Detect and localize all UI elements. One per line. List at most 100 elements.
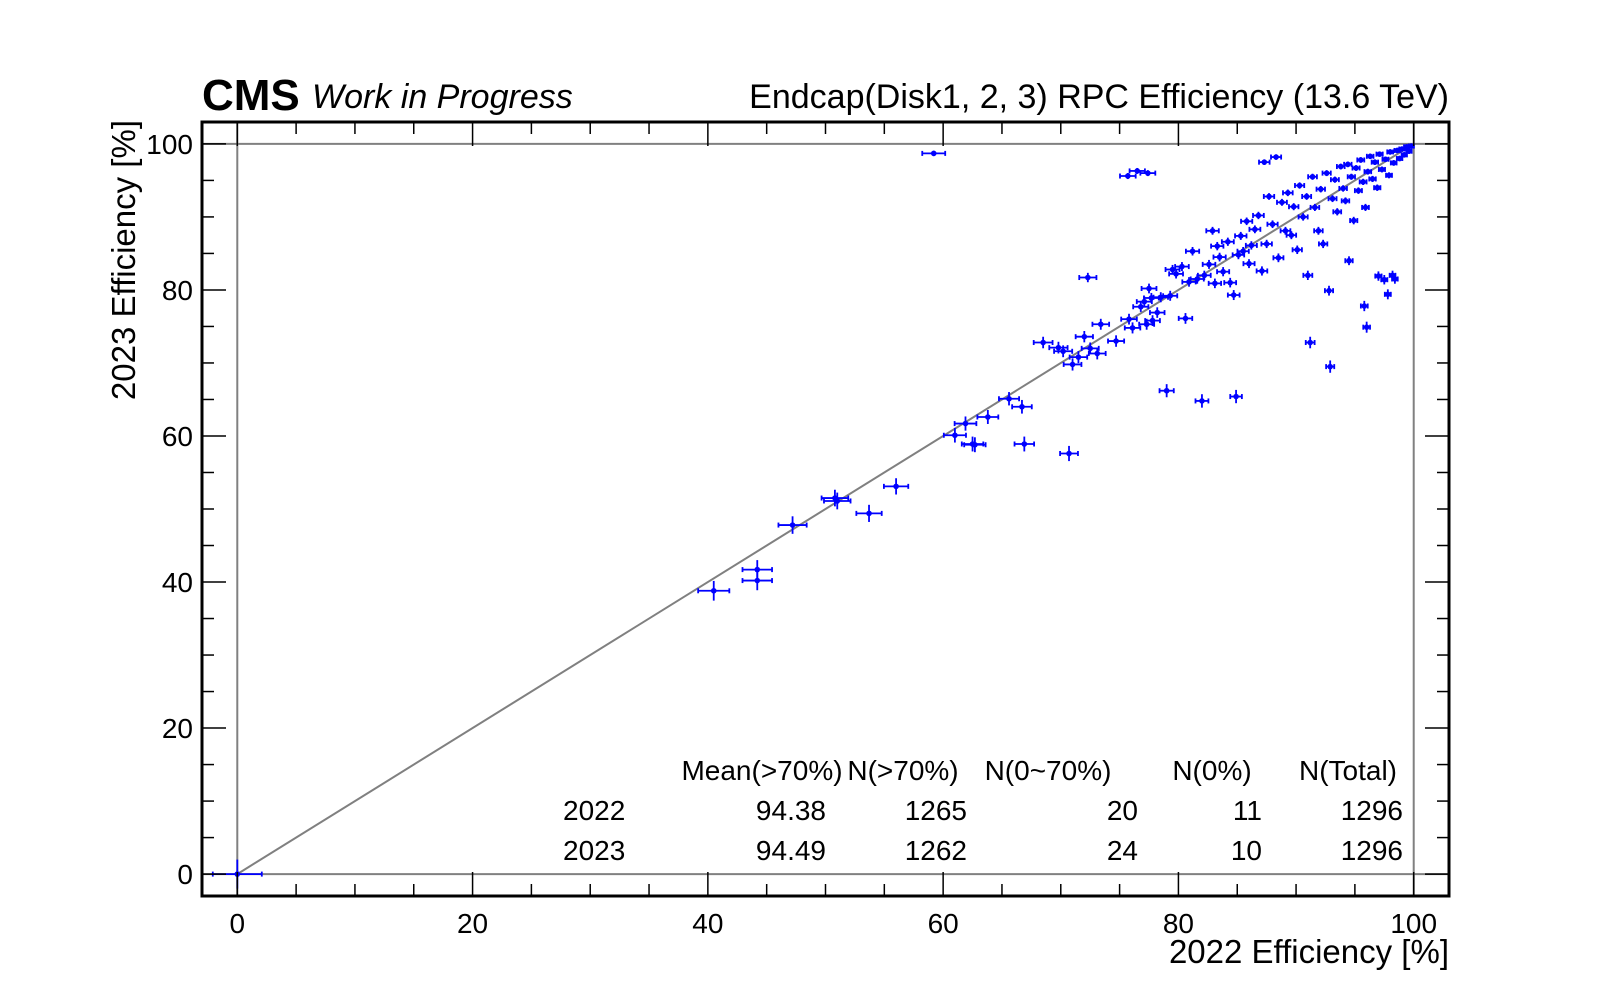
stats-cell: 94.49 [756, 835, 826, 866]
stats-header: N(>70%) [847, 755, 958, 786]
data-point [1383, 289, 1392, 300]
data-point [1297, 213, 1309, 221]
stats-header: N(Total) [1299, 755, 1397, 786]
data-point [1294, 182, 1306, 189]
data-point [1119, 173, 1137, 180]
data-point [1140, 283, 1158, 294]
x-tick-label: 20 [457, 908, 488, 939]
data-point [1389, 160, 1398, 166]
data-point [1164, 264, 1181, 275]
data-point [1315, 185, 1326, 193]
data-point [1248, 225, 1262, 234]
data-point [1362, 321, 1371, 333]
data-point [1365, 153, 1375, 160]
data-point [1255, 266, 1269, 276]
data-point [1307, 173, 1318, 180]
data-point [1078, 272, 1098, 283]
data-point [1381, 156, 1390, 163]
data-point [777, 516, 808, 534]
data-point [1244, 241, 1258, 250]
data-point [1349, 216, 1359, 225]
data-point [976, 410, 1000, 424]
data-point [1139, 170, 1157, 177]
data-point [1258, 159, 1271, 165]
data-point [1059, 445, 1079, 462]
plot-frame [200, 120, 1451, 898]
data-point [1158, 384, 1175, 398]
data-point [1291, 245, 1303, 255]
data-point [1353, 187, 1363, 194]
data-point [1053, 345, 1074, 358]
experiment-label: CMS [202, 71, 300, 120]
data-point [1270, 154, 1283, 160]
stats-cell: 1296 [1341, 835, 1403, 866]
stats-cell: 20 [1107, 795, 1138, 826]
data-point [1220, 237, 1235, 246]
data-point [1344, 256, 1354, 266]
data-point [1091, 318, 1111, 330]
data-point [1242, 259, 1256, 269]
x-tick-label: 80 [1163, 908, 1194, 939]
data-point [1302, 270, 1314, 280]
y-tick-label: 60 [162, 421, 193, 452]
data-point [1332, 208, 1343, 216]
data-point [1013, 436, 1035, 452]
data-point [1338, 185, 1348, 192]
stats-cell: 94.38 [756, 795, 826, 826]
stats-row-year: 2023 [563, 835, 625, 866]
data-point [1276, 198, 1288, 206]
stats-cell: 10 [1231, 835, 1262, 866]
data-point [1386, 149, 1395, 155]
data-point [1321, 170, 1332, 177]
data-point [883, 478, 910, 495]
data-point [697, 580, 731, 601]
data-point [820, 489, 850, 507]
y-axis-label: 2023 Efficiency [%] [105, 120, 142, 400]
data-point [953, 416, 978, 431]
stats-cell: 1296 [1341, 795, 1403, 826]
stats-header: N(0%) [1172, 755, 1251, 786]
data-point [1223, 277, 1238, 288]
data-point [1212, 252, 1227, 262]
data-point [1377, 166, 1386, 173]
data-point [1234, 231, 1248, 240]
data-point [1405, 148, 1413, 155]
data-point [1262, 193, 1276, 200]
data-point [1177, 313, 1194, 324]
data-point [1210, 241, 1225, 251]
data-point [823, 492, 852, 510]
data-point [1359, 300, 1369, 312]
data-point [1185, 246, 1201, 256]
data-point [1162, 290, 1179, 301]
data-point [1080, 342, 1100, 355]
data-point [1216, 267, 1231, 277]
data-point [1370, 159, 1380, 165]
stats-table: Mean(>70%) N(>70%) N(0~70%) N(0%) N(Total) 20… [563, 755, 1403, 866]
data-point [1032, 336, 1054, 349]
data-point [921, 150, 947, 157]
data-point [1301, 193, 1313, 200]
data-point [1152, 292, 1169, 303]
stats-cell: 11 [1233, 795, 1262, 826]
data-point [1196, 270, 1212, 280]
data-point [1260, 239, 1273, 249]
data-point [1011, 399, 1033, 414]
data-point [1240, 217, 1254, 226]
data-point [1327, 195, 1338, 203]
data-point [1087, 347, 1107, 360]
data-point [1149, 307, 1166, 318]
data-point [1346, 173, 1356, 180]
data-point [1236, 246, 1250, 256]
data-point [855, 504, 883, 522]
data-point [1174, 262, 1190, 272]
data-point [1074, 331, 1094, 343]
stats-header: N(0~70%) [985, 755, 1112, 786]
data-point [1330, 176, 1340, 183]
chart-title: Endcap(Disk1, 2, 3) RPC Efficiency (13.6… [749, 78, 1449, 116]
data-point [942, 427, 967, 443]
data-point [1068, 351, 1089, 364]
y-tick-label: 40 [162, 567, 193, 598]
data-point [1285, 231, 1298, 240]
